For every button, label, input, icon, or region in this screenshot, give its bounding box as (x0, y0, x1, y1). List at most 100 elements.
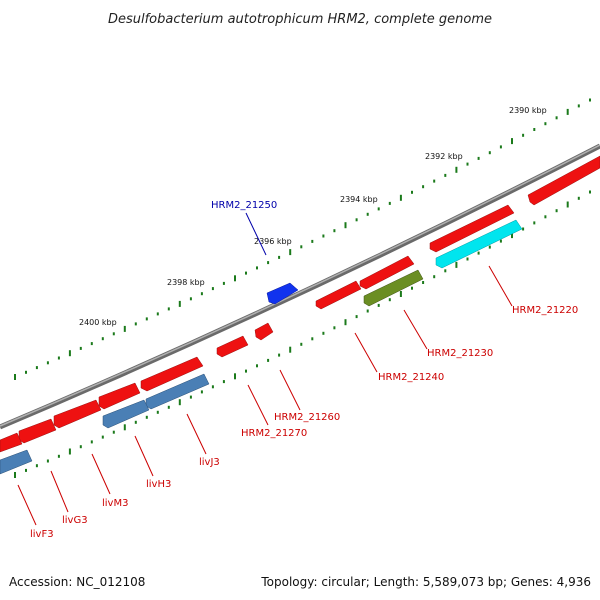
ruler-minor-tick (422, 185, 425, 189)
ruler-minor-tick (222, 380, 225, 384)
ruler-major-tick (234, 275, 236, 282)
feature-cds[interactable] (359, 255, 415, 290)
ruler-minor-tick (167, 307, 170, 311)
ruler-major-tick (289, 249, 292, 256)
ruler-minor-tick (533, 221, 536, 225)
ruler-major-tick (566, 108, 569, 115)
ruler-major-tick (511, 138, 513, 145)
ruler-minor-tick (211, 385, 214, 389)
ruler-minor-tick (311, 337, 314, 341)
ruler-minor-tick (300, 342, 303, 346)
ruler-minor-tick (555, 116, 558, 120)
ruler-minor-tick (577, 196, 580, 200)
ruler-minor-tick (355, 315, 358, 319)
ruler-minor-tick (35, 464, 38, 468)
ruler-minor-tick (278, 353, 281, 357)
ruler-minor-tick (145, 317, 148, 321)
feature-olive[interactable] (363, 269, 424, 307)
leader-line (50, 470, 69, 513)
ruler-major-tick (68, 448, 71, 455)
feature-cyan[interactable] (435, 219, 523, 269)
gene-label-hrm2-21230[interactable]: HRM2_21230 (427, 348, 493, 359)
feature-cds[interactable] (98, 382, 141, 410)
ruler-major-tick (178, 399, 181, 406)
ruler-minor-tick (544, 122, 547, 126)
leader-line (403, 309, 428, 350)
genome-backbone (0, 143, 600, 430)
ruler-minor-tick (466, 257, 469, 261)
ruler-minor-tick (577, 104, 580, 108)
ruler-minor-tick (134, 322, 137, 326)
ruler-minor-tick (156, 312, 159, 316)
ruler-major-tick (123, 424, 126, 431)
feature-cds[interactable] (254, 322, 274, 341)
feature-cds[interactable] (216, 335, 249, 358)
feature-cds[interactable] (18, 418, 57, 444)
ruler-label-2392: 2392 kbp (425, 152, 463, 161)
gene-label-hrm2-21250[interactable]: HRM2_21250 (211, 200, 277, 211)
features (0, 155, 600, 475)
ruler-minor-tick (388, 201, 391, 205)
feature-cds[interactable] (0, 432, 23, 453)
leader-line (247, 384, 269, 426)
feature-cds[interactable] (429, 204, 515, 253)
ruler-major-tick (455, 166, 458, 173)
gene-label-hrm2-21220[interactable]: HRM2_21220 (512, 305, 578, 316)
leader-line (488, 265, 513, 307)
gene-label-livf3[interactable]: livF3 (30, 529, 54, 540)
ruler-major-tick (511, 232, 513, 239)
ruler-minor-tick (499, 239, 502, 243)
ruler-label-2400: 2400 kbp (79, 318, 117, 327)
ruler-major-tick (178, 300, 181, 307)
ruler-minor-tick (388, 298, 391, 302)
ruler-minor-tick (333, 229, 336, 233)
feature-cds[interactable] (315, 280, 362, 310)
ruler-major-tick (399, 194, 402, 201)
ruler-minor-tick (245, 369, 247, 373)
ruler-minor-tick (377, 207, 380, 211)
ruler-minor-tick (46, 459, 49, 463)
ruler-minor-tick (322, 331, 325, 335)
ruler-minor-tick (245, 271, 247, 275)
ruler-minor-tick (167, 405, 170, 409)
ruler-major-tick (455, 261, 458, 268)
feature-blue[interactable] (266, 282, 299, 305)
ruler-minor-tick (311, 239, 314, 243)
ruler-minor-tick (278, 255, 281, 259)
gene-label-livg3[interactable]: livG3 (62, 515, 88, 526)
ruler-minor-tick (112, 332, 115, 336)
leader-line (91, 453, 111, 495)
ruler-minor-tick (589, 190, 591, 194)
ruler-minor-tick (200, 390, 203, 394)
ruler-minor-tick (499, 145, 502, 149)
feature-steelblue[interactable] (102, 399, 150, 429)
ruler-minor-tick (256, 364, 258, 368)
feature-cds[interactable] (53, 399, 102, 429)
ruler-minor-tick (35, 366, 38, 370)
ruler-minor-tick (355, 218, 358, 222)
ruler-minor-tick (57, 356, 60, 360)
ruler-label-2396: 2396 kbp (254, 237, 292, 246)
ruler-minor-tick (200, 292, 203, 296)
feature-cds[interactable] (527, 155, 600, 206)
leader-line (134, 435, 154, 477)
ruler-major-tick (14, 374, 16, 380)
leader-line (245, 212, 267, 256)
feature-cds[interactable] (140, 356, 204, 392)
gene-label-livh3[interactable]: livH3 (146, 479, 171, 490)
ruler-minor-tick (90, 440, 93, 444)
ruler-minor-tick (256, 266, 258, 270)
feature-steelblue[interactable] (0, 449, 33, 475)
gene-label-hrm2-21260[interactable]: HRM2_21260 (274, 412, 340, 423)
ruler-minor-tick (466, 162, 469, 166)
gene-label-livm3[interactable]: livM3 (102, 498, 128, 509)
ruler-minor-tick (533, 128, 536, 131)
gene-label-hrm2-21240[interactable]: HRM2_21240 (378, 372, 444, 383)
ruler: 2390 kbp 2392 kbp 2394 kbp 2396 kbp 2398… (79, 106, 547, 327)
ruler-minor-tick (189, 297, 192, 301)
gene-label-hrm2-21270[interactable]: HRM2_21270 (241, 428, 307, 439)
leader-line (186, 413, 207, 455)
ruler-minor-tick (57, 454, 60, 458)
ruler-major-tick (14, 472, 16, 478)
gene-label-livj3[interactable]: livJ3 (199, 457, 220, 468)
